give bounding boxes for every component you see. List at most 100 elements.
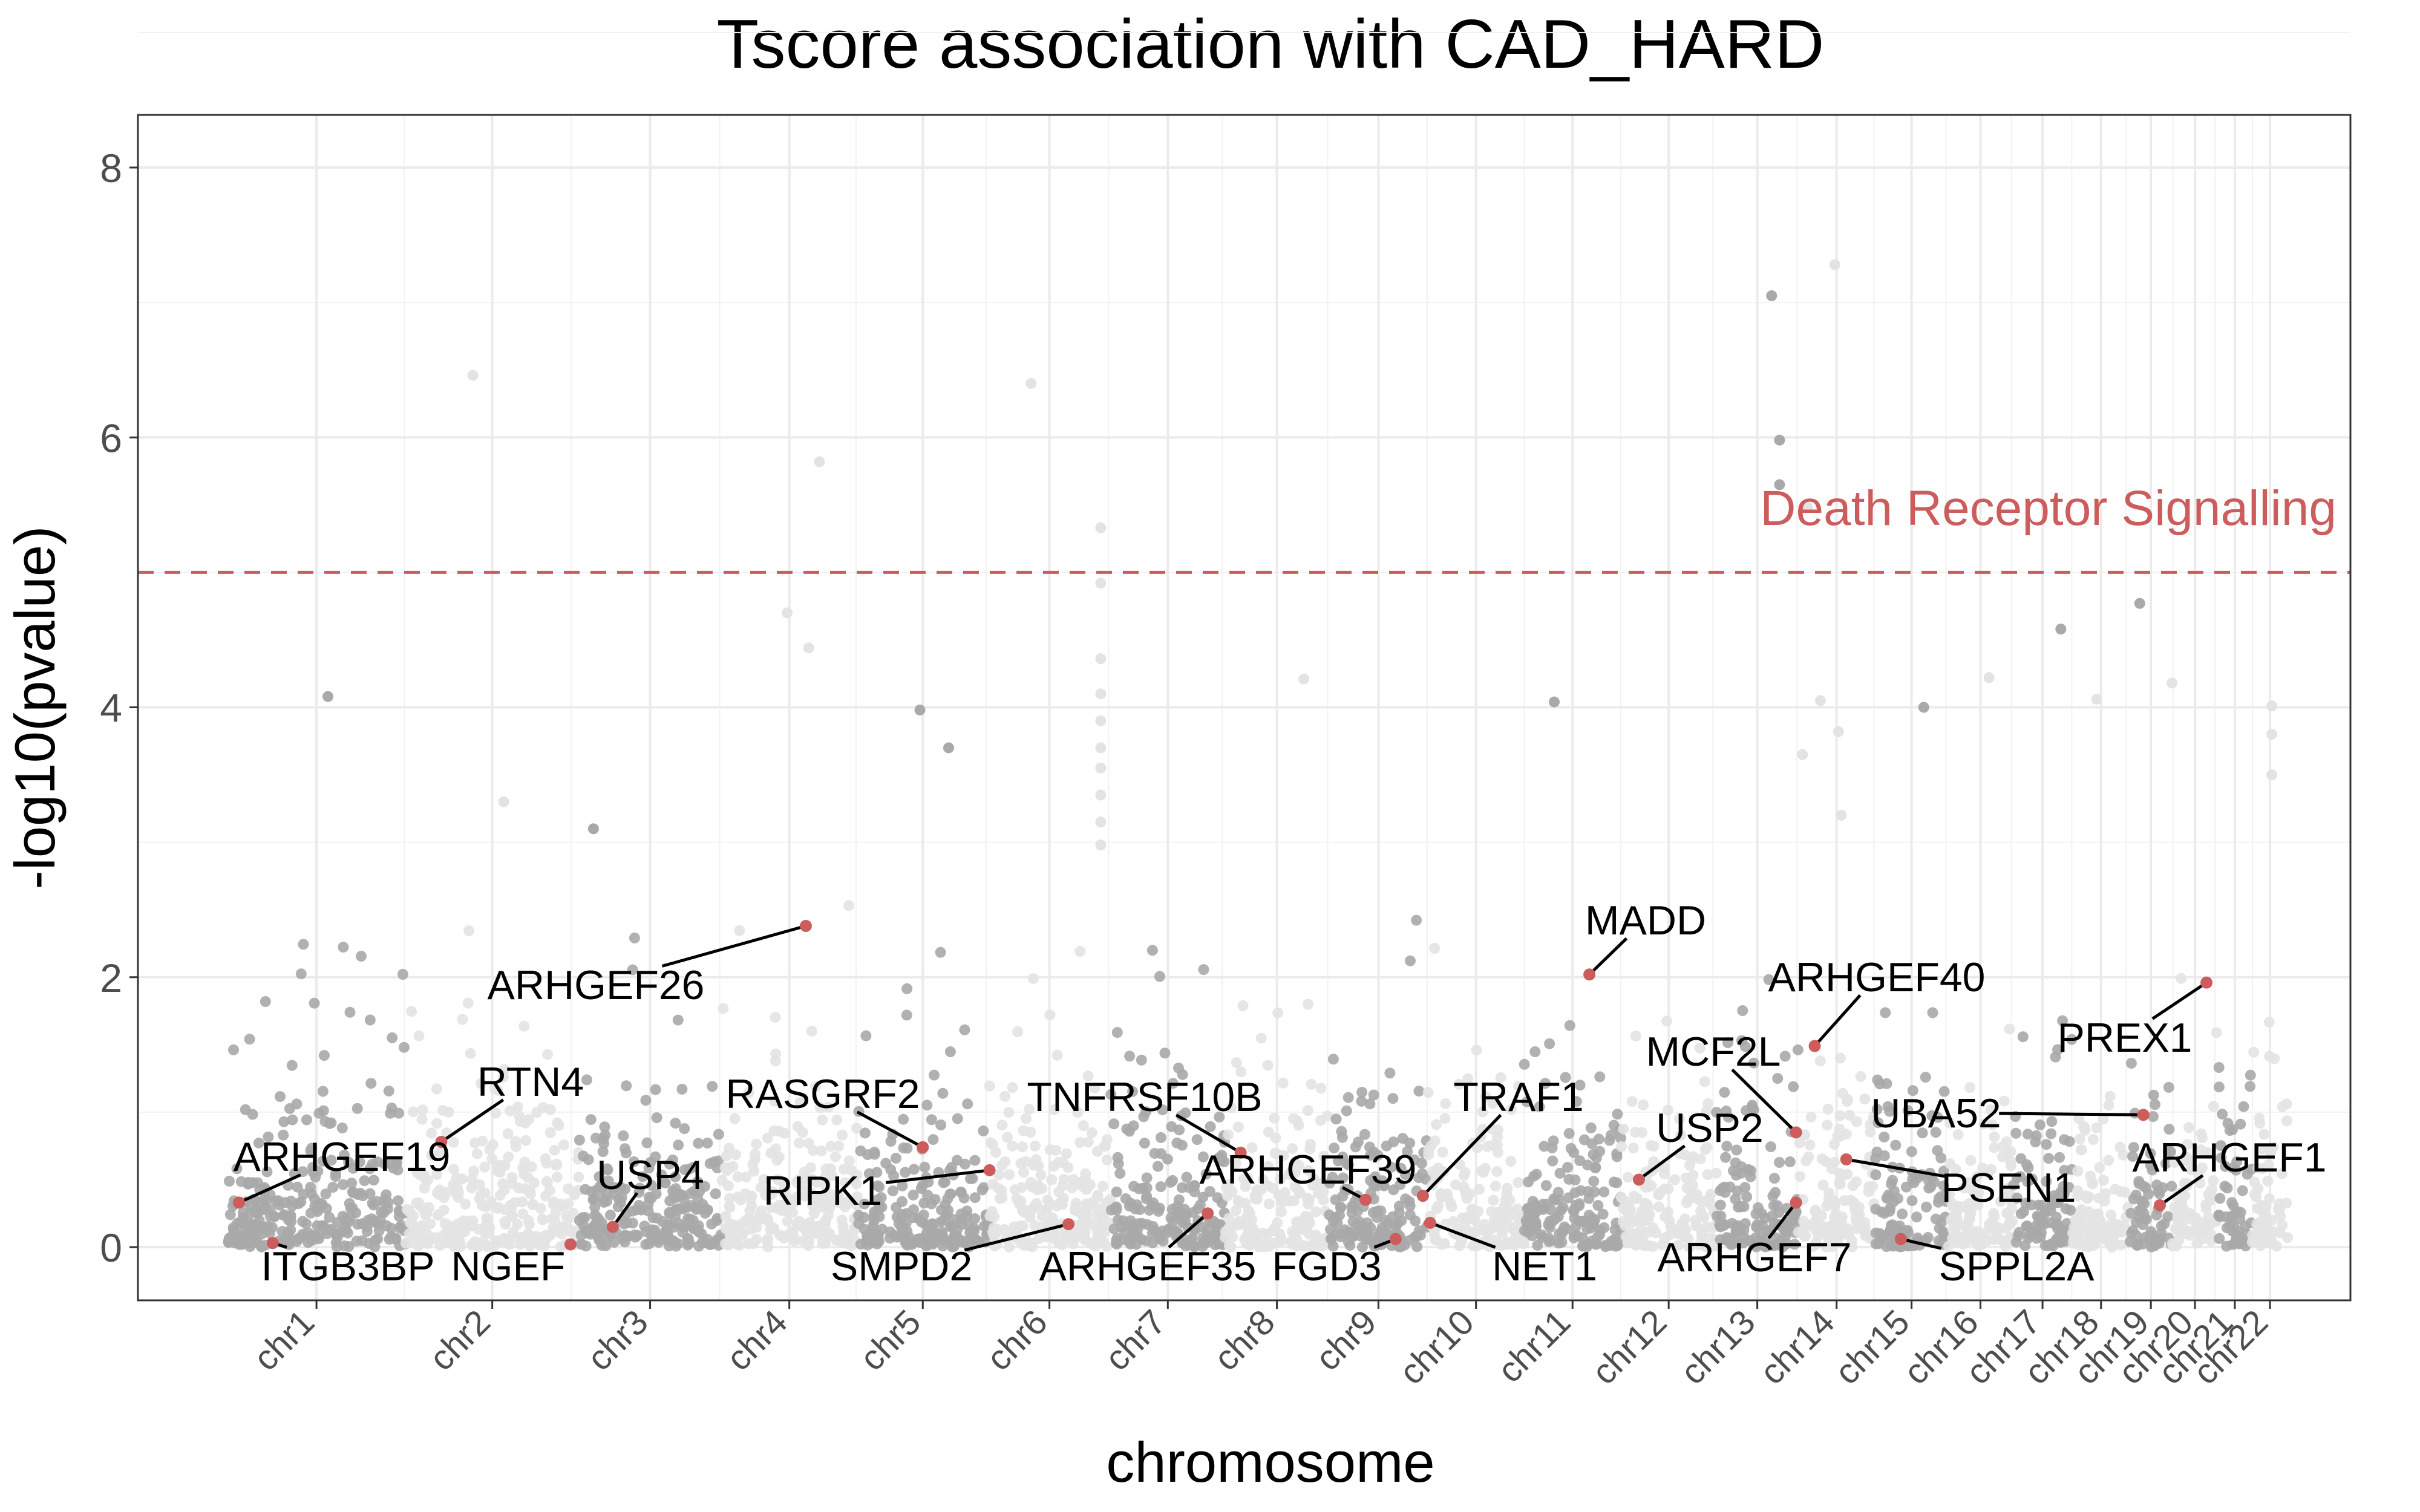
- snp-point: [1653, 1201, 1664, 1213]
- snp-point: [825, 1141, 837, 1152]
- snp-point: [2050, 1219, 2062, 1230]
- snp-point: [2001, 1207, 2013, 1219]
- snp-point: [1720, 1152, 1732, 1163]
- snp-point: [1359, 1129, 1370, 1140]
- snp-point: [325, 1155, 337, 1166]
- snp-point: [627, 964, 638, 976]
- snp-point: [966, 1225, 978, 1236]
- snp-point: [2189, 1212, 2201, 1224]
- snp-point: [466, 1219, 478, 1230]
- snp-point: [1435, 1190, 1447, 1202]
- snp-point: [1946, 1198, 1958, 1209]
- snp-point: [744, 1205, 756, 1216]
- snp-point: [724, 1201, 735, 1212]
- gene-label: MCF2L: [1646, 1029, 1781, 1075]
- snp-point: [419, 1182, 430, 1194]
- snp-point: [1952, 1129, 1964, 1140]
- snp-point: [549, 1144, 560, 1156]
- snp-point: [1628, 1190, 1640, 1202]
- snp-point: [1393, 1207, 1405, 1219]
- snp-point: [1123, 1220, 1135, 1231]
- snp-point: [724, 1193, 735, 1204]
- snp-point: [1128, 1181, 1140, 1192]
- snp-point: [263, 1220, 274, 1232]
- snp-point: [1053, 1237, 1065, 1249]
- snp-point: [517, 1208, 529, 1220]
- snp-point: [245, 1200, 257, 1211]
- snp-point: [1851, 1176, 1862, 1187]
- snp-point: [1851, 1116, 1862, 1127]
- snp-point: [952, 1113, 963, 1124]
- snp-point: [782, 607, 793, 619]
- snp-point: [2252, 1233, 2263, 1245]
- snp-point: [1095, 742, 1107, 754]
- snp-point: [670, 1171, 681, 1182]
- snp-point: [317, 1155, 329, 1167]
- snp-point: [639, 1220, 650, 1232]
- snp-point: [814, 456, 825, 468]
- snp-point: [2018, 1206, 2029, 1217]
- snp-point: [754, 1209, 765, 1220]
- snp-point: [1291, 1240, 1303, 1251]
- snp-point: [2119, 1187, 2131, 1198]
- snp-point: [1890, 1139, 1902, 1151]
- snp-point: [1730, 1170, 1742, 1181]
- snp-point: [770, 1012, 781, 1023]
- snp-point: [824, 1200, 836, 1211]
- snp-point: [999, 1090, 1011, 1102]
- snp-point: [2266, 769, 2277, 781]
- snp-point: [1522, 1220, 1534, 1231]
- snp-point: [344, 1198, 355, 1209]
- snp-point: [1491, 1166, 1503, 1178]
- snp-point: [474, 1193, 485, 1204]
- snp-point: [1739, 1182, 1751, 1193]
- snp-point: [814, 1102, 826, 1113]
- snp-point: [1075, 1231, 1087, 1243]
- snp-point: [1592, 1200, 1604, 1211]
- snp-point: [1271, 1148, 1283, 1159]
- snp-point: [978, 1125, 989, 1136]
- snp-point: [364, 1014, 376, 1026]
- snp-point: [1594, 1071, 1606, 1083]
- snp-point: [603, 1175, 614, 1187]
- snp-point: [1095, 522, 1107, 533]
- snp-point: [1735, 1201, 1745, 1212]
- snp-point: [1244, 1236, 1255, 1247]
- snp-point: [1655, 1186, 1667, 1198]
- snp-point: [1306, 1078, 1317, 1090]
- snp-point: [1325, 1224, 1336, 1235]
- snp-point: [2098, 1113, 2109, 1125]
- snp-point: [310, 1171, 321, 1183]
- snp-point: [1802, 502, 1813, 513]
- snp-point: [2010, 1236, 2022, 1248]
- snp-point: [1881, 1078, 1892, 1089]
- snp-point: [927, 1134, 939, 1145]
- snp-point: [372, 1156, 384, 1168]
- snp-point: [1971, 1171, 1983, 1182]
- leader-line: [1767, 1201, 1797, 1239]
- snp-point: [938, 1177, 949, 1188]
- snp-point: [2134, 598, 2145, 609]
- snp-point: [1147, 1237, 1159, 1248]
- snp-point: [1976, 1239, 1987, 1250]
- snp-point: [1437, 1146, 1448, 1158]
- snp-point: [2147, 1164, 2158, 1176]
- snp-point: [2216, 1152, 2227, 1164]
- snp-point: [526, 1161, 537, 1173]
- snp-point: [1521, 1096, 1532, 1107]
- snp-point: [1912, 1232, 1923, 1243]
- snp-point: [1674, 1113, 1685, 1124]
- snp-point: [935, 1119, 947, 1130]
- snp-point: [794, 1097, 806, 1108]
- snp-point: [1268, 1237, 1280, 1249]
- snp-point: [1989, 1142, 2000, 1153]
- snp-point: [352, 1219, 364, 1230]
- snp-point: [476, 1078, 487, 1089]
- snp-point: [668, 1235, 679, 1246]
- highlighted-gene-point: [2153, 1199, 2166, 1211]
- snp-point: [837, 1129, 848, 1141]
- snp-point: [1053, 1156, 1064, 1168]
- snp-point: [1540, 1078, 1551, 1089]
- snp-point: [2032, 1210, 2043, 1222]
- highlighted-gene-point: [233, 1196, 245, 1209]
